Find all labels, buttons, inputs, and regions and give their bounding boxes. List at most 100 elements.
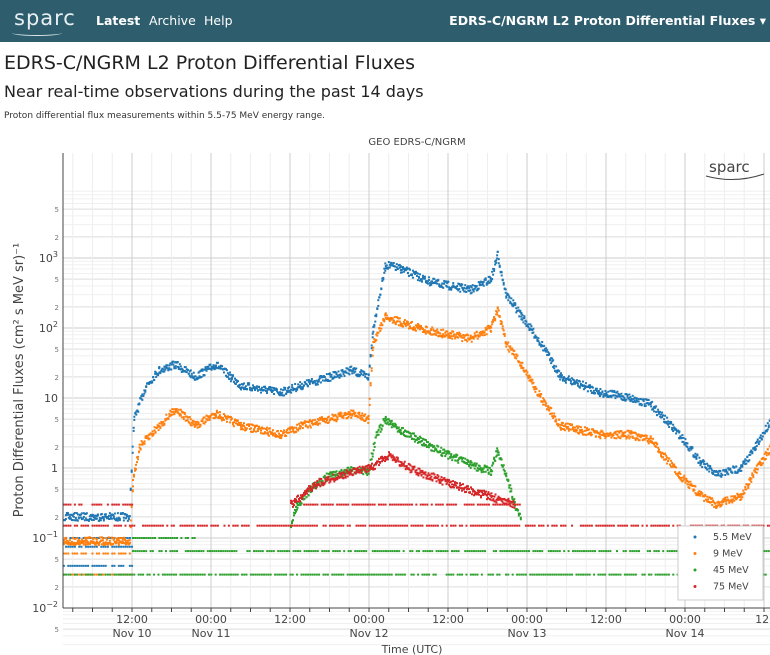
data-point xyxy=(509,524,512,527)
data-point xyxy=(106,515,109,518)
data-point xyxy=(684,438,687,441)
data-point xyxy=(264,387,267,390)
data-point xyxy=(172,363,175,366)
nav-archive[interactable]: Archive xyxy=(149,13,196,28)
data-point xyxy=(399,524,402,527)
data-point xyxy=(143,440,146,443)
data-point xyxy=(424,471,427,474)
data-point xyxy=(291,524,294,527)
data-point xyxy=(153,573,156,576)
data-point xyxy=(604,389,607,392)
data-point xyxy=(579,573,582,576)
data-point xyxy=(729,500,732,503)
nav-latest[interactable]: Latest xyxy=(96,13,141,28)
data-point xyxy=(161,524,164,527)
data-point xyxy=(682,479,685,482)
data-point xyxy=(447,573,450,576)
data-point xyxy=(129,488,132,491)
data-point xyxy=(519,516,522,519)
data-point xyxy=(571,573,574,576)
data-point xyxy=(126,573,129,576)
data-point xyxy=(418,279,421,282)
data-point xyxy=(379,461,381,464)
data-point xyxy=(330,375,333,378)
data-point xyxy=(690,483,693,486)
data-point xyxy=(386,573,389,576)
data-point xyxy=(578,386,581,389)
data-point xyxy=(311,419,314,422)
data-point xyxy=(368,364,371,367)
data-point xyxy=(182,418,185,421)
data-point xyxy=(132,550,134,553)
data-point xyxy=(546,573,549,576)
data-point xyxy=(441,336,444,339)
data-point xyxy=(242,382,245,385)
data-point xyxy=(212,366,215,369)
data-point xyxy=(92,541,95,544)
data-point xyxy=(634,438,637,441)
data-point xyxy=(403,319,406,322)
data-point xyxy=(445,524,448,527)
y-minor-label: 2 xyxy=(55,444,59,452)
data-point xyxy=(559,378,562,381)
data-point xyxy=(318,573,321,576)
data-point xyxy=(220,550,222,553)
product-dropdown[interactable]: EDRS-C/NGRM L2 Proton Differential Fluxe… xyxy=(449,13,766,28)
data-point xyxy=(407,322,410,325)
data-point xyxy=(309,485,311,488)
data-point xyxy=(102,524,105,527)
data-point xyxy=(765,454,768,457)
grid xyxy=(63,153,770,646)
data-point xyxy=(470,550,473,553)
data-point xyxy=(420,474,423,477)
data-point xyxy=(603,392,606,395)
data-point xyxy=(294,508,296,511)
data-point xyxy=(437,503,440,506)
data-point xyxy=(758,440,761,443)
data-point xyxy=(448,450,451,453)
data-point xyxy=(624,550,627,553)
data-point xyxy=(84,524,87,527)
data-point xyxy=(378,457,380,460)
data-point xyxy=(507,573,510,576)
data-point xyxy=(68,539,71,542)
data-point xyxy=(276,573,279,576)
data-point xyxy=(656,414,659,417)
data-point xyxy=(421,469,424,472)
data-point xyxy=(598,433,601,436)
nav-help[interactable]: Help xyxy=(204,13,233,28)
data-point xyxy=(456,573,459,576)
data-point xyxy=(402,431,405,434)
data-point xyxy=(645,524,648,527)
data-point xyxy=(82,515,85,518)
data-point xyxy=(717,472,720,475)
data-point xyxy=(329,379,332,382)
flux-chart[interactable]: 2525252525252510−310−210−111010210312:00… xyxy=(0,128,770,655)
data-point xyxy=(359,573,362,576)
data-point xyxy=(375,313,378,316)
sparc-logo[interactable]: sparc xyxy=(14,6,76,30)
data-point xyxy=(126,537,129,539)
data-point xyxy=(145,537,148,539)
data-point xyxy=(150,524,153,527)
data-point xyxy=(143,550,145,553)
data-point xyxy=(143,442,146,445)
data-point xyxy=(665,458,668,461)
data-point xyxy=(686,483,689,486)
data-point xyxy=(571,524,574,527)
data-point xyxy=(509,504,512,507)
data-point xyxy=(511,573,514,576)
data-point xyxy=(122,552,125,555)
data-point xyxy=(402,550,405,553)
data-point xyxy=(584,382,587,385)
data-point xyxy=(764,424,767,427)
data-point xyxy=(283,394,286,397)
data-point xyxy=(74,517,77,520)
data-point xyxy=(665,420,668,423)
data-point xyxy=(521,550,524,553)
data-point xyxy=(70,513,73,516)
data-point xyxy=(135,463,137,466)
data-point xyxy=(84,552,87,555)
data-point xyxy=(263,385,266,388)
data-point xyxy=(488,327,491,330)
